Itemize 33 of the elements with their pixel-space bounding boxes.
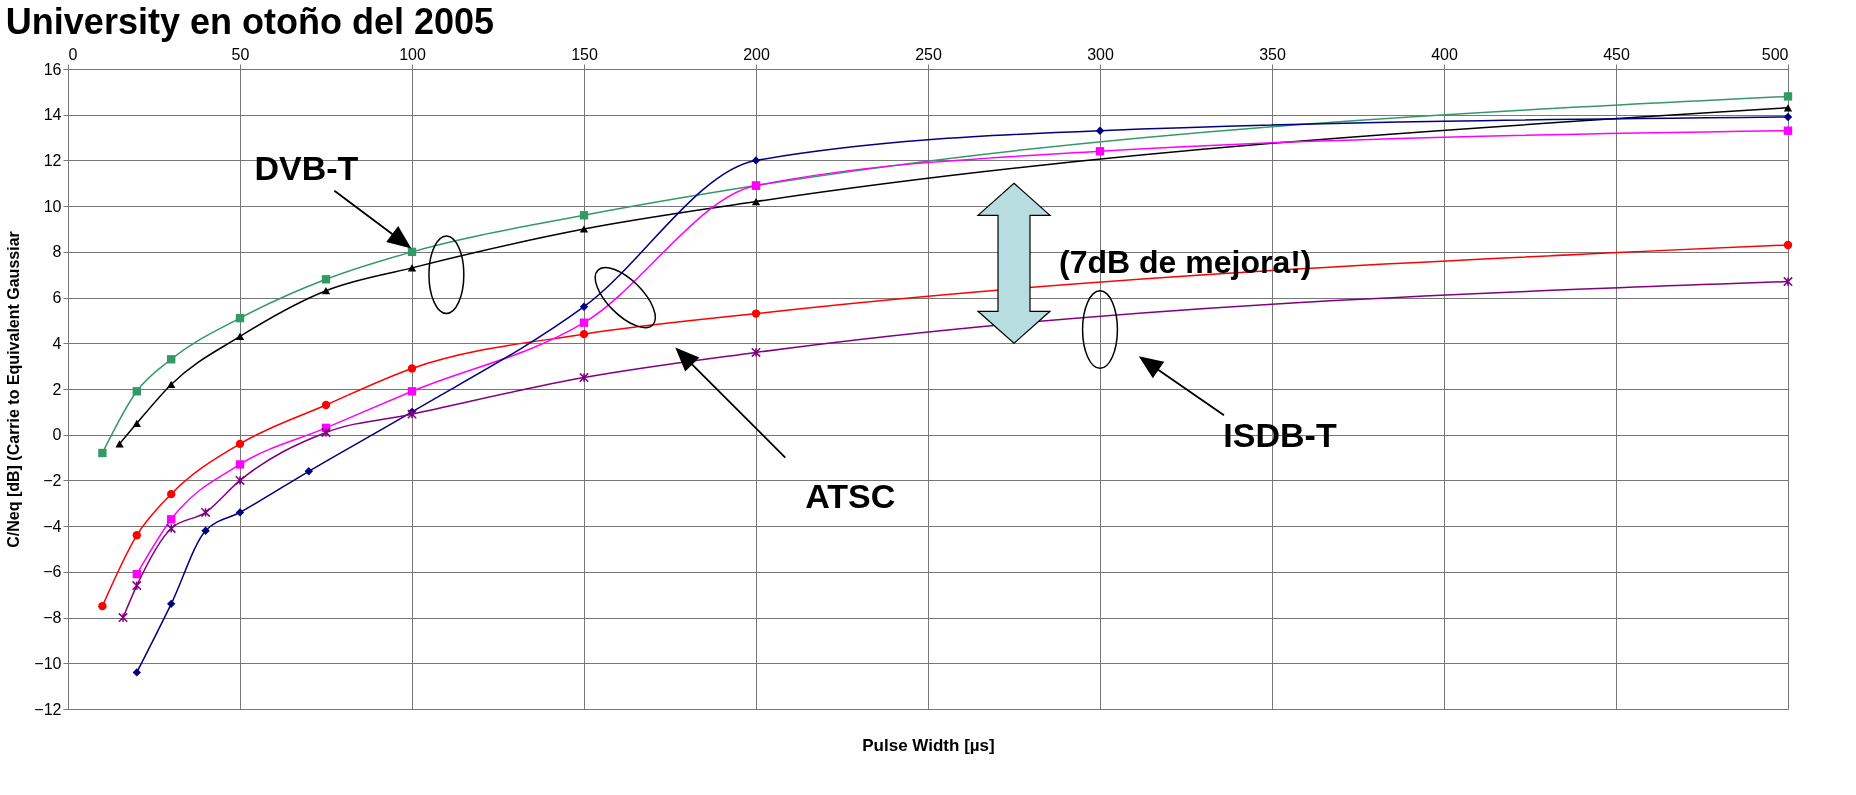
x-tick-label: 200 [743,45,770,63]
chart-title: University en otoño del 2005 [5,1,495,42]
x-axis-title: Pulse Width [µs] [862,735,995,755]
y-tick-label: 4 [52,334,62,352]
y-tick-label: 0 [52,426,62,444]
x-tick-label: 100 [399,45,426,63]
x-tick-label: 400 [1431,45,1458,63]
x-tick-label: 50 [231,45,250,63]
y-tick-label: −6 [43,563,62,581]
y-tick-label: 8 [52,243,62,261]
y-tick-label: 2 [52,380,62,398]
x-tick-label: 350 [1259,45,1286,63]
annotation: ISDB-T [1223,415,1337,454]
annotation: (7dB de mejora!) [1059,244,1312,281]
y-tick-label: −4 [43,517,62,535]
annotation: DVB-T [254,148,359,187]
y-tick-label: 12 [43,151,62,169]
x-tick-label: 0 [68,45,78,63]
y-tick-label: 16 [43,60,62,78]
x-tick-label: 450 [1603,45,1630,63]
x-tick-label: 150 [571,45,598,63]
y-tick-label: −12 [34,700,62,718]
y-tick-label: 6 [52,289,62,307]
y-tick-label: 14 [43,106,62,124]
y-tick-label: −2 [43,471,62,489]
x-tick-label: 250 [915,45,942,63]
y-tick-label: −10 [34,654,62,672]
y-axis-title: C/Neq [dB] (Carrie to Equivalent Gaussiar [5,231,23,548]
y-tick-label: −8 [43,609,62,627]
x-tick-label: 300 [1087,45,1114,63]
y-tick-label: 10 [43,197,62,215]
x-tick-label: 500 [1761,45,1789,63]
annotation: ATSC [805,476,896,515]
